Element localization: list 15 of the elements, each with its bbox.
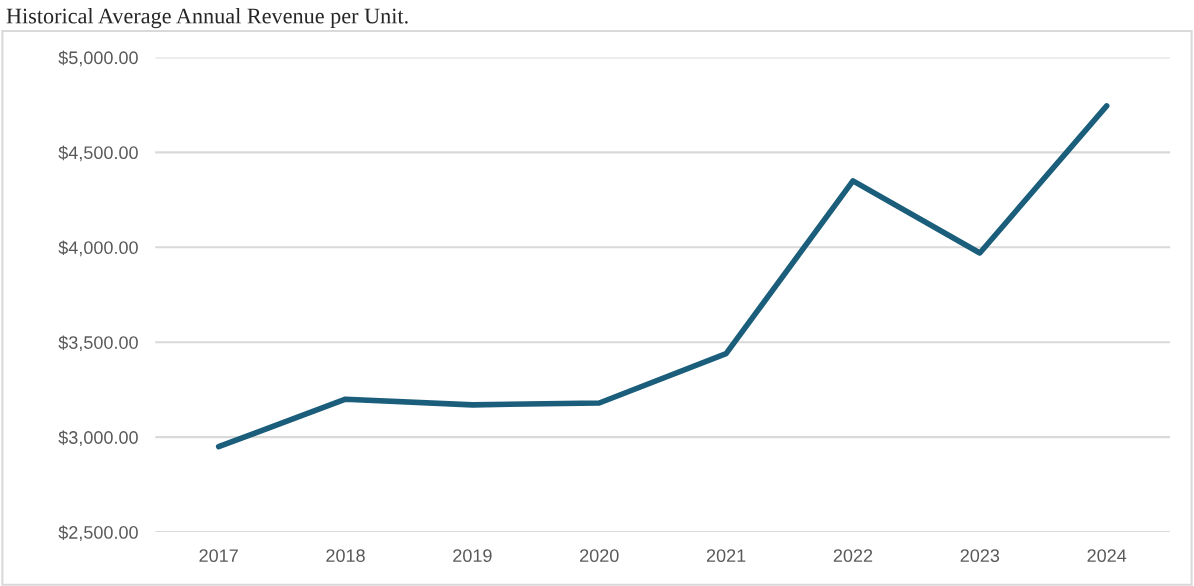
x-tick-label: 2020 [580,549,619,563]
y-tick-label: $4,000.00 [58,240,138,257]
x-tick-label: 2021 [706,549,746,563]
y-tick-label: $4,500.00 [58,145,138,162]
y-tick-label: $2,500.00 [58,525,138,541]
y-tick-label: $5,000.00 [58,50,138,67]
chart-title: Historical Average Annual Revenue per Unit. [6,7,408,29]
x-tick-label: 2019 [453,549,492,563]
x-tick-label: 2023 [960,549,1000,563]
x-tick-label: 2022 [833,549,873,563]
x-tick-label: 2018 [326,549,365,563]
x-tick-label: 2024 [1087,549,1127,563]
x-tick-label: 2017 [199,549,238,563]
y-tick-label: $3,500.00 [58,335,138,352]
y-tick-label: $3,000.00 [58,430,138,447]
